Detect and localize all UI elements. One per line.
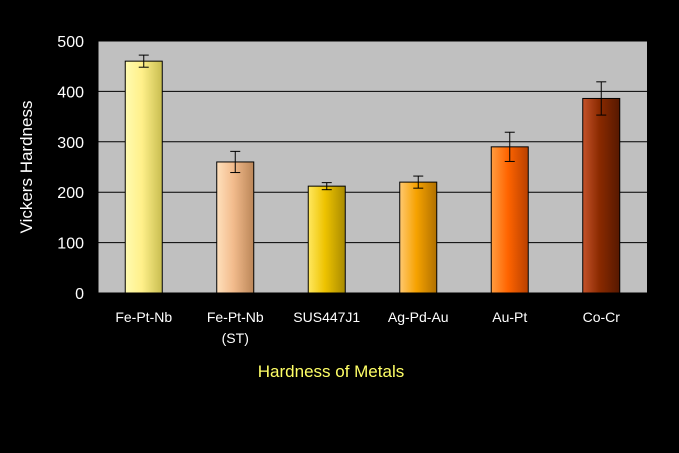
y-tick-label: 300 bbox=[57, 135, 84, 152]
y-tick-label: 200 bbox=[57, 185, 84, 202]
x-category-label: Fe-Pt-Nb bbox=[207, 309, 264, 325]
x-category-label: Co-Cr bbox=[583, 309, 621, 325]
y-axis-title: Vickers Hardness bbox=[17, 101, 36, 234]
bar-au-pt bbox=[490, 146, 529, 294]
x-axis-title: Hardness of Metals bbox=[258, 362, 404, 381]
y-tick-label: 500 bbox=[57, 34, 84, 51]
y-tick-label: 0 bbox=[75, 286, 84, 303]
bar-fe-pt-nb bbox=[124, 60, 163, 294]
bar-sus447j1 bbox=[307, 185, 346, 294]
y-tick-label: 400 bbox=[57, 84, 84, 101]
x-category-label-line2: (ST) bbox=[222, 330, 249, 346]
plot-area bbox=[98, 41, 647, 293]
x-category-label: SUS447J1 bbox=[293, 309, 360, 325]
bar-co-cr bbox=[582, 97, 621, 294]
bar-fe-pt-nb-st bbox=[216, 161, 255, 294]
bar-ag-pd-au bbox=[399, 181, 438, 294]
x-category-label: Ag-Pd-Au bbox=[388, 309, 449, 325]
x-category-label: Fe-Pt-Nb bbox=[115, 309, 172, 325]
x-category-label: Au-Pt bbox=[492, 309, 527, 325]
y-tick-label: 100 bbox=[57, 236, 84, 253]
